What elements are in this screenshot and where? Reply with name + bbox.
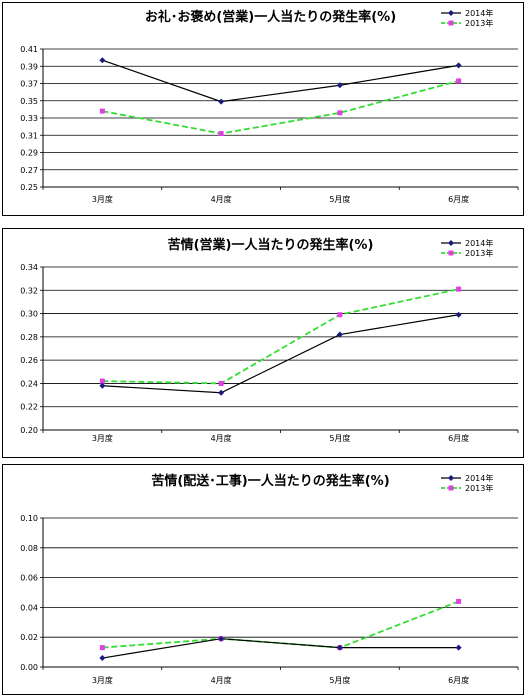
legend-label: 2013年 — [465, 18, 493, 28]
y-tick-label: 0.25 — [20, 183, 38, 192]
x-tick-label: 6月度 — [448, 194, 469, 204]
x-tick-label: 4月度 — [211, 194, 232, 204]
data-point — [218, 380, 224, 386]
y-tick-label: 0.27 — [20, 166, 38, 175]
series-line-0 — [102, 314, 459, 394]
data-point — [99, 57, 106, 64]
data-point — [455, 311, 462, 318]
data-point — [218, 635, 225, 642]
x-tick-label: 3月度 — [92, 194, 113, 204]
y-tick-label: 0.41 — [20, 45, 38, 54]
x-tick-label: 6月度 — [448, 675, 469, 685]
x-tick-label: 4月度 — [211, 433, 232, 443]
x-tick-label: 3月度 — [92, 433, 113, 443]
data-point — [336, 644, 343, 651]
data-point — [99, 655, 106, 662]
chart-3: 苦情(配送･工事)一人当たりの発生率(%) 0.00 0.02 0.04 0.06 0.0… — [20, 473, 519, 685]
y-tick-label: 0.02 — [20, 633, 38, 642]
data-point — [337, 110, 343, 116]
data-point — [99, 382, 106, 389]
chart-panel-2: 苦情(営業)一人当たりの発生率(%) 0.20 0.22 0.24 0.26 0.28 0.… — [2, 228, 524, 458]
data-point — [99, 645, 105, 651]
legend-marker — [448, 485, 454, 491]
data-point — [456, 286, 462, 292]
data-point — [218, 98, 225, 105]
y-tick-label: 0.10 — [20, 514, 38, 523]
series-line-0 — [102, 638, 459, 659]
y-tick-label: 0.39 — [20, 62, 38, 71]
data-point — [336, 82, 343, 89]
legend-label: 2013年 — [465, 248, 493, 258]
y-tick-label: 0.28 — [20, 333, 38, 342]
x-tick-label: 4月度 — [211, 675, 232, 685]
x-tick-label: 5月度 — [329, 433, 350, 443]
y-tick-label: 0.00 — [20, 663, 38, 672]
x-tick-label: 5月度 — [329, 194, 350, 204]
chart-panel-3: 苦情(配送･工事)一人当たりの発生率(%) 0.00 0.02 0.04 0.06 0.0… — [2, 464, 524, 695]
legend-marker — [448, 10, 454, 16]
y-tick-label: 0.34 — [20, 263, 38, 272]
y-tick-label: 0.35 — [20, 97, 38, 106]
chart-title: 苦情(営業)一人当たりの発生率(%) — [168, 237, 374, 253]
y-tick-label: 0.06 — [20, 574, 38, 583]
y-tick-label: 0.24 — [20, 379, 38, 388]
chart-1: お礼･お褒め(営業)一人当たりの発生率(%) 0.25 0.27 0.29 0.31 0.… — [20, 8, 519, 204]
legend-marker — [448, 20, 454, 26]
legend-label: 2013年 — [465, 483, 493, 493]
y-tick-label: 0.04 — [20, 603, 38, 612]
y-tick-label: 0.20 — [20, 426, 38, 435]
y-tick-label: 0.33 — [20, 114, 38, 123]
chart-title: お礼･お褒め(営業)一人当たりの発生率(%) — [145, 9, 396, 25]
data-point — [456, 598, 462, 604]
legend-label: 2014年 — [465, 473, 493, 483]
data-point — [337, 312, 343, 318]
x-tick-label: 6月度 — [448, 433, 469, 443]
legend-label: 2014年 — [465, 8, 493, 18]
data-point — [99, 378, 105, 384]
series-line-1 — [102, 600, 459, 649]
legend-marker — [448, 475, 454, 481]
legend-label: 2014年 — [465, 238, 493, 248]
chart-title: 苦情(配送･工事)一人当たりの発生率(%) — [151, 473, 389, 489]
y-tick-label: 0.31 — [20, 131, 38, 140]
series-line-1 — [102, 288, 459, 385]
legend-marker — [448, 240, 454, 246]
series-line-1 — [102, 80, 459, 135]
x-tick-label: 5月度 — [329, 675, 350, 685]
chart-panel-1: お礼･お褒め(営業)一人当たりの発生率(%) 0.25 0.27 0.29 0.31 0.… — [2, 2, 524, 216]
y-tick-label: 0.26 — [20, 356, 38, 365]
data-point — [218, 389, 225, 396]
data-point — [455, 644, 462, 651]
y-tick-label: 0.30 — [20, 310, 38, 319]
y-tick-label: 0.22 — [20, 403, 38, 412]
series-line-0 — [102, 59, 459, 103]
y-tick-label: 0.32 — [20, 286, 38, 295]
legend-marker — [448, 250, 454, 256]
y-tick-label: 0.29 — [20, 149, 38, 158]
data-point — [218, 131, 224, 137]
data-point — [456, 78, 462, 84]
y-tick-label: 0.37 — [20, 80, 38, 89]
y-tick-label: 0.08 — [20, 544, 38, 553]
data-point — [336, 331, 343, 338]
data-point — [99, 108, 105, 114]
data-point — [455, 62, 462, 69]
x-tick-label: 3月度 — [92, 675, 113, 685]
chart-2: 苦情(営業)一人当たりの発生率(%) 0.20 0.22 0.24 0.26 0.28 0.… — [20, 237, 519, 443]
